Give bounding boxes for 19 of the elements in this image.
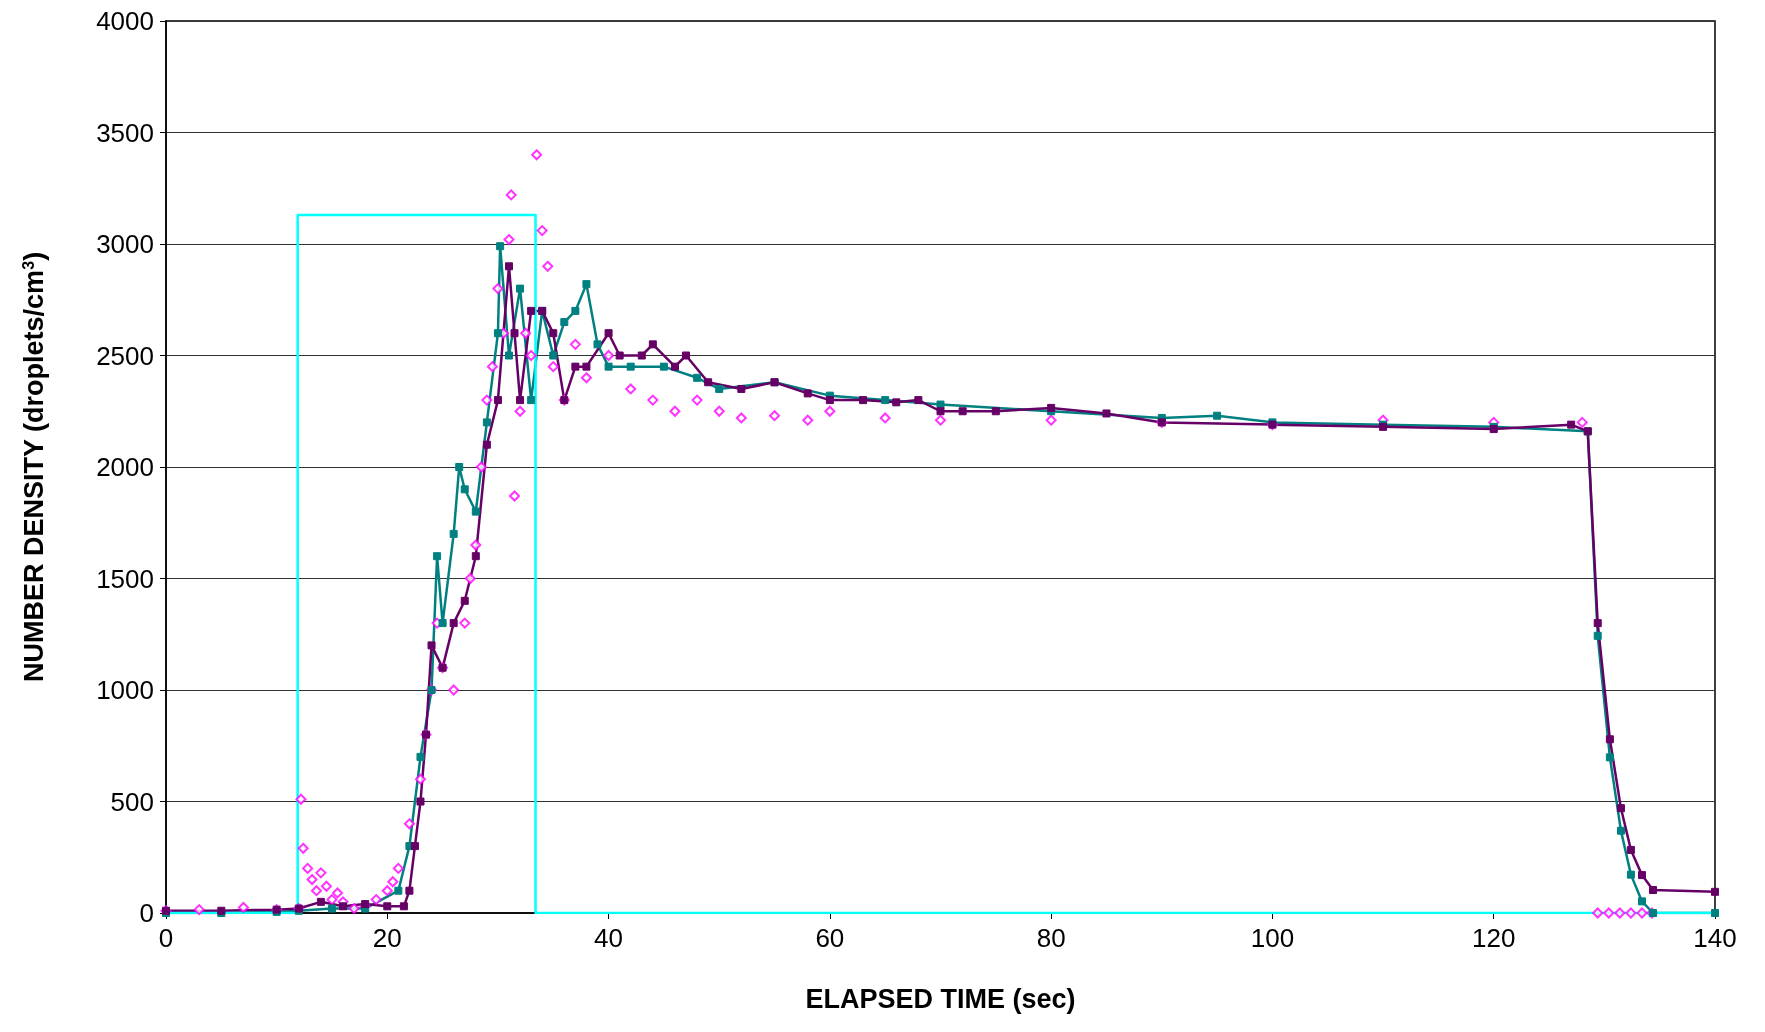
y-tick-label: 1500 — [96, 563, 154, 594]
y-tick-label: 3000 — [96, 229, 154, 259]
x-tick-label: 20 — [372, 923, 402, 953]
y-tick-label: 4000 — [96, 6, 154, 36]
x-axis-title: ELAPSED TIME (sec) — [805, 983, 1076, 1014]
x-tick-label: 120 — [1472, 923, 1516, 953]
y-tick-label: 2000 — [96, 452, 154, 482]
y-tick-label: 500 — [110, 786, 154, 817]
x-tick-label: 140 — [1693, 923, 1737, 953]
x-tick-label: 80 — [1036, 923, 1066, 953]
x-tick-label: 100 — [1250, 923, 1295, 953]
y-tick-label: 0 — [139, 898, 154, 928]
y-tick-label: 1000 — [96, 675, 154, 705]
x-tick-label: 40 — [594, 923, 624, 953]
y-tick-label: 3500 — [96, 117, 154, 148]
y-tick-label: 2500 — [96, 340, 154, 371]
x-tick-label: 60 — [815, 923, 845, 953]
y-axis-title: NUMBER DENSITY (droplets/cm3) — [19, 251, 49, 682]
x-tick-label: 0 — [158, 923, 174, 953]
